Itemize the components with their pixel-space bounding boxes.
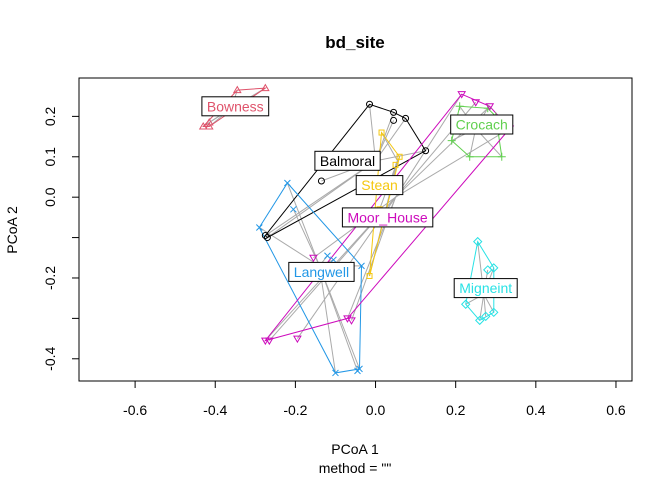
x-axis-label: PCoA 1	[331, 441, 379, 457]
y-tick-label: -0.2	[42, 266, 58, 290]
langwell-point	[356, 365, 363, 373]
y-tick-label: 0.1	[42, 147, 58, 167]
migneint-point	[475, 315, 485, 326]
migneint-point	[473, 236, 483, 247]
crocach-point	[465, 152, 474, 161]
langwell-point	[330, 256, 337, 264]
x-tick-label: 0.0	[366, 402, 386, 418]
balmoral-point	[422, 147, 430, 155]
balmoral-point	[317, 177, 325, 185]
x-tick-label: -0.4	[203, 402, 227, 418]
balmoral-segment	[375, 150, 426, 162]
langwell-hull	[258, 182, 363, 374]
bowness-point	[204, 121, 214, 130]
bowness-label-text: Bowness	[207, 98, 264, 114]
langwell-point	[290, 205, 297, 213]
axes: -0.6 -0.4 -0.2 0.0 0.2 0.4 0.6 -0.4 -0.2 0.0 0.1 0.…	[42, 106, 626, 418]
moor-house-point	[485, 103, 495, 111]
moor-house-point	[343, 315, 352, 323]
y-tick-label: 0.2	[42, 106, 58, 126]
moor-house-point	[471, 99, 481, 107]
langwell-label-text: Langwell	[294, 264, 349, 280]
balmoral-segment	[265, 160, 376, 236]
stean-point	[396, 153, 403, 160]
migneint-point	[481, 311, 491, 322]
langwell-segment	[318, 265, 360, 370]
langwell-point	[324, 252, 331, 260]
stean-segment	[381, 132, 399, 162]
balmoral-point	[261, 232, 269, 240]
crocach-label-text: Crocach	[456, 116, 508, 132]
x-tick-label: -0.2	[283, 402, 307, 418]
moor-house-label-box	[341, 207, 434, 228]
stean-label: Stean	[355, 175, 404, 196]
langwell-segment	[259, 227, 320, 267]
langwell-point	[358, 262, 365, 270]
moor-house-point	[457, 91, 467, 99]
stean-label-text: Stean	[361, 177, 398, 193]
crocach-point	[455, 102, 464, 111]
balmoral-label-box	[314, 150, 381, 171]
balmoral-label-text: Balmoral	[320, 153, 375, 169]
x-axis-sublabel: method = ""	[319, 460, 392, 476]
moor-house-label-text: Moor_House	[347, 209, 427, 225]
moor-house-point	[309, 254, 318, 263]
chart-title: bd_site	[325, 33, 385, 52]
moor-house-label: Moor_House	[341, 207, 434, 228]
moor-house-point	[347, 317, 356, 325]
langwell-point	[284, 179, 291, 187]
group-labels: Balmoral Bowness Crocach Langwell Migneint Mo…	[201, 96, 518, 299]
migneint-point	[489, 307, 499, 318]
bowness-point	[204, 117, 214, 126]
x-tick-label: 0.6	[606, 402, 626, 418]
stean-point	[366, 272, 373, 279]
y-tick-label: -0.4	[42, 347, 58, 371]
moor-house-point	[264, 337, 274, 346]
x-tick-label: -0.6	[123, 402, 147, 418]
bowness-point	[260, 83, 270, 92]
bowness-label: Bowness	[201, 96, 270, 117]
crocach-label: Crocach	[450, 114, 514, 135]
crocach-label-box	[450, 114, 514, 135]
balmoral-point	[263, 234, 271, 242]
bowness-label-box	[201, 96, 270, 117]
migneint-point	[489, 263, 499, 273]
y-tick-label: 0.0	[42, 187, 58, 207]
migneint-point	[460, 299, 471, 309]
x-tick-label: 0.4	[526, 402, 546, 418]
crocach-point	[497, 152, 506, 161]
langwell-segment	[318, 265, 336, 373]
stean-label-box	[355, 175, 404, 196]
langwell-label-box	[288, 261, 355, 282]
moor-house-segment	[395, 93, 463, 198]
moor-house-point	[293, 335, 302, 344]
bowness-point	[232, 85, 242, 94]
balmoral-label: Balmoral	[314, 150, 381, 171]
migneint-label-text: Migneint	[459, 280, 512, 296]
migneint-segment	[479, 294, 485, 321]
plot-frame	[78, 77, 633, 382]
data-points	[198, 83, 515, 377]
langwell-point	[255, 224, 263, 231]
langwell-point	[332, 369, 339, 377]
balmoral-point	[390, 108, 398, 116]
langwell-segment	[286, 182, 320, 267]
moor-house-segment	[395, 128, 511, 198]
y-axis-label: PCoA 2	[4, 206, 20, 254]
migneint-label-box	[453, 278, 518, 299]
balmoral-point	[390, 116, 398, 124]
stean-point	[378, 129, 385, 136]
x-tick-label: 0.2	[446, 402, 466, 418]
migneint-label: Migneint	[453, 278, 518, 299]
stean-point	[392, 161, 399, 168]
bowness-point	[198, 121, 208, 130]
migneint-point	[483, 265, 493, 275]
langwell-label: Langwell	[288, 261, 355, 282]
balmoral-point	[402, 114, 410, 122]
crocach-point	[447, 136, 456, 145]
balmoral-point	[366, 100, 374, 108]
